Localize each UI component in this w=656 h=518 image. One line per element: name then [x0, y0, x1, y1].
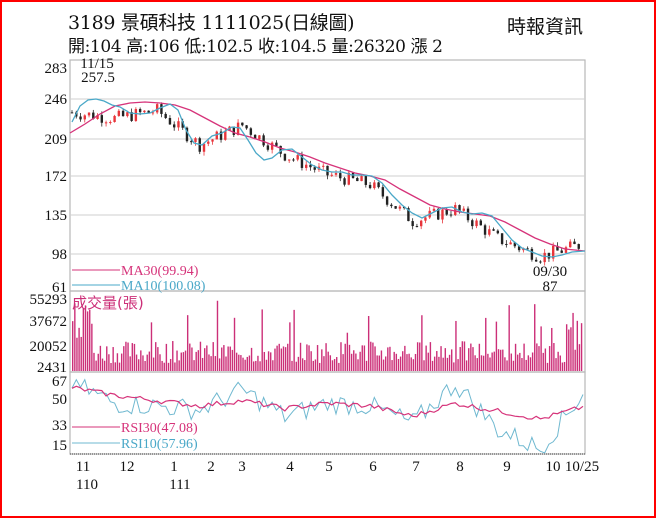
rsi30-line — [71, 385, 584, 420]
rsi-y-axis: 67 50 33 15 — [52, 374, 68, 454]
svg-text:50: 50 — [52, 392, 67, 408]
high-annotation: 11/15 257.5 — [80, 56, 115, 86]
rsi-legend: RSI30(47.08) RSI10(57.96) — [72, 421, 198, 452]
svg-text:15: 15 — [52, 438, 67, 454]
volume-title: 成交量(張) — [72, 294, 144, 312]
ma30-line — [69, 101, 586, 252]
legend-ma30: MA30(99.94) — [121, 264, 199, 279]
svg-text:5: 5 — [325, 459, 333, 475]
svg-text:2: 2 — [207, 459, 215, 475]
svg-text:11/15: 11/15 — [80, 56, 114, 72]
svg-text:10/25: 10/25 — [565, 459, 599, 475]
svg-text:9: 9 — [503, 459, 511, 475]
svg-text:10: 10 — [546, 459, 561, 475]
svg-text:98: 98 — [52, 247, 67, 263]
svg-text:6: 6 — [369, 459, 377, 475]
svg-text:20052: 20052 — [30, 339, 68, 355]
ma-legend: MA30(99.94) MA10(100.08) — [72, 264, 206, 294]
chart-title: 3189 景碩科技 1111025(日線圖) — [68, 12, 355, 34]
low-annotation: 09/30 87 — [533, 264, 567, 295]
svg-text:33: 33 — [52, 418, 67, 434]
svg-text:172: 172 — [45, 169, 68, 185]
svg-text:8: 8 — [456, 459, 464, 475]
svg-text:67: 67 — [52, 374, 68, 390]
svg-text:87: 87 — [543, 279, 559, 295]
svg-text:61: 61 — [52, 280, 67, 296]
ma10-line — [71, 98, 586, 258]
svg-text:4: 4 — [286, 459, 294, 475]
svg-text:11: 11 — [76, 459, 90, 475]
legend-ma10: MA10(100.08) — [121, 279, 206, 294]
svg-text:37672: 37672 — [30, 314, 68, 330]
svg-text:135: 135 — [45, 208, 68, 224]
panel-frames — [69, 59, 586, 455]
svg-text:55293: 55293 — [30, 292, 68, 308]
price-y-axis: 283 246 209 172 135 98 61 — [45, 61, 68, 296]
data-source-label: 時報資訊 — [507, 16, 584, 38]
svg-text:111: 111 — [169, 477, 190, 493]
ohlc-summary: 開:104 高:106 低:102.5 收:104.5 量:26320 漲 2 — [68, 37, 443, 57]
candlesticks — [70, 102, 580, 266]
volume-bars — [72, 300, 583, 371]
svg-text:110: 110 — [76, 477, 98, 493]
svg-text:257.5: 257.5 — [81, 70, 115, 86]
legend-rsi30: RSI30(47.08) — [121, 421, 198, 436]
svg-text:3: 3 — [238, 459, 246, 475]
svg-text:7: 7 — [412, 459, 420, 475]
svg-text:09/30: 09/30 — [533, 264, 567, 280]
svg-text:283: 283 — [45, 61, 68, 77]
svg-text:1: 1 — [170, 459, 178, 475]
svg-text:12: 12 — [120, 459, 135, 475]
svg-text:246: 246 — [45, 92, 68, 108]
x-axis-labels: 11 12 1 2 3 4 5 6 7 8 9 10 10/25 110 111 — [76, 459, 599, 493]
volume-y-axis: 55293 37672 20052 2431 — [30, 292, 68, 376]
svg-text:209: 209 — [45, 132, 68, 148]
rsi10-line — [71, 378, 584, 454]
svg-text:2431: 2431 — [37, 360, 67, 376]
legend-rsi10: RSI10(57.96) — [121, 437, 198, 452]
